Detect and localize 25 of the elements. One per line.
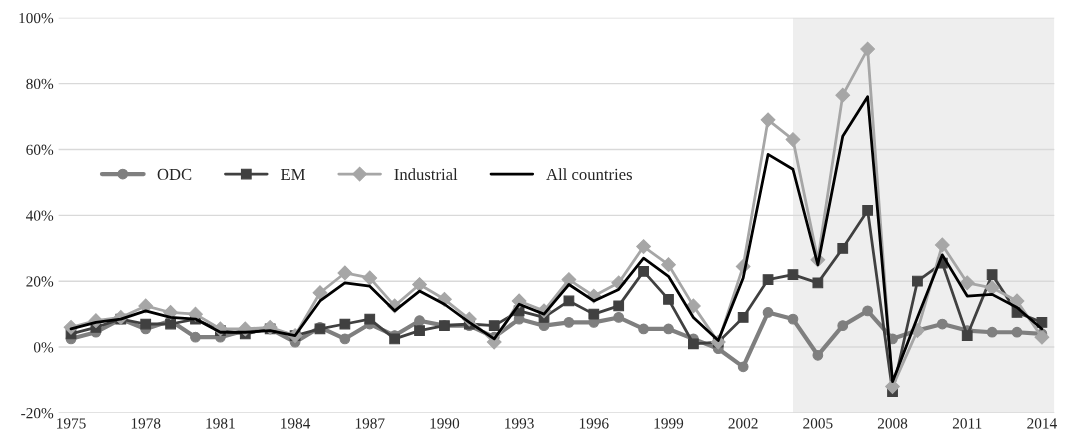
x-tick-label: 1990 (430, 418, 460, 429)
x-tick-label: 1978 (131, 418, 161, 429)
x-tick-label: 2008 (877, 418, 908, 429)
x-tick-label: 2002 (728, 418, 758, 429)
y-tick-label: 100% (19, 12, 54, 24)
x-tick-label: 1999 (654, 418, 684, 429)
x-tick-label: 1984 (281, 418, 311, 429)
y-tick-label: 0% (33, 342, 54, 353)
x-tick-label: 2005 (803, 418, 833, 429)
y-tick-label: 60% (26, 144, 54, 155)
legend-label: Industrial (394, 168, 458, 181)
x-tick-label: 2011 (952, 418, 982, 429)
x-tick-label: 1993 (505, 418, 534, 429)
y-tick-label: 40% (26, 210, 54, 221)
x-tick-label: 1975 (57, 418, 86, 429)
y-tick-label: -20% (21, 408, 54, 419)
y-tick-label: 80% (26, 78, 54, 90)
x-tick-label: 2014 (1027, 418, 1057, 429)
x-tick-label: 1987 (355, 418, 385, 429)
x-tick-label: 1996 (579, 418, 609, 429)
legend-label: All countries (546, 168, 632, 181)
legend-label: EM (280, 168, 305, 180)
legend-label: ODC (157, 168, 192, 181)
x-tick-label: 1981 (206, 418, 235, 429)
y-tick-label: 20% (26, 276, 54, 287)
